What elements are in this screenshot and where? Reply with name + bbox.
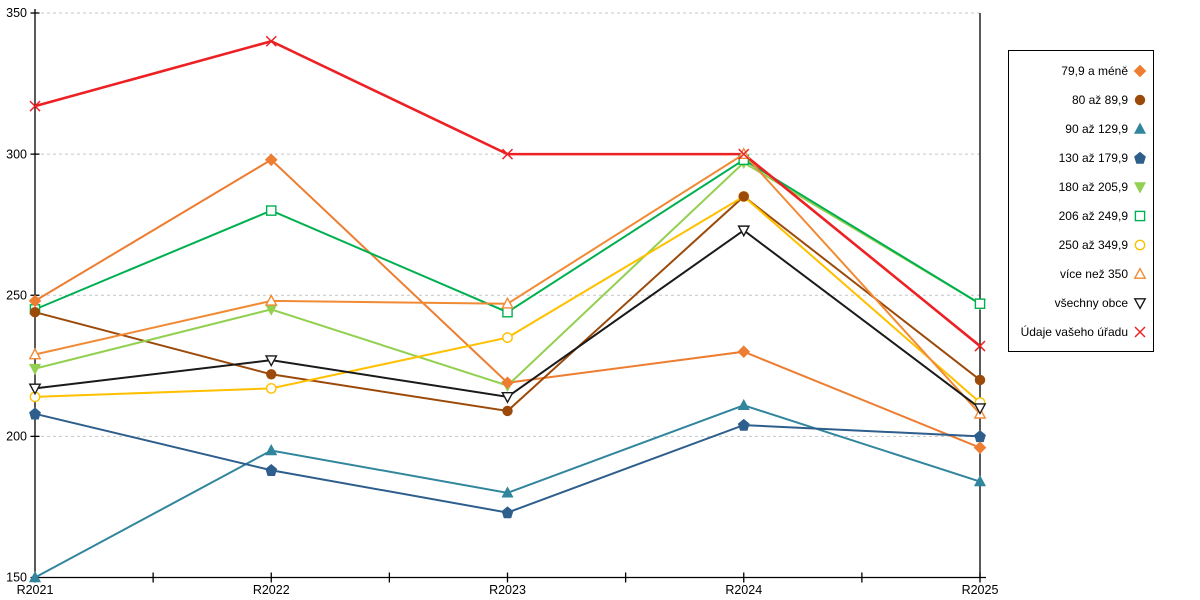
data-point-marker bbox=[974, 298, 986, 310]
pentagon-legend-marker-icon bbox=[1134, 151, 1146, 164]
legend-item-label: 250 až 349,9 bbox=[1058, 237, 1128, 252]
data-point-marker bbox=[28, 294, 42, 308]
data-point-marker bbox=[974, 430, 986, 443]
legend-item: 80 až 89,9 bbox=[1011, 85, 1147, 114]
circle-legend-marker-icon bbox=[1134, 239, 1146, 250]
triangle-down-legend-marker-icon bbox=[1133, 181, 1147, 193]
legend-item: 79,9 a méně bbox=[1011, 56, 1147, 85]
data-point-marker bbox=[28, 363, 42, 376]
data-point-marker bbox=[502, 405, 513, 417]
y-tick-labels: 150 200 250 300 350 bbox=[6, 6, 40, 585]
data-point-marker bbox=[29, 306, 41, 318]
legend-item: 206 až 249,9 bbox=[1011, 201, 1147, 230]
legend-item-label: 80 až 89,9 bbox=[1071, 92, 1128, 107]
circle-legend-marker-icon bbox=[1134, 94, 1146, 105]
y-tick-label: 300 bbox=[6, 147, 27, 161]
data-point-marker bbox=[737, 345, 751, 359]
data-point-marker bbox=[264, 153, 278, 167]
legend-item-label: 180 až 205,9 bbox=[1058, 179, 1128, 194]
y-gridlines bbox=[35, 12, 980, 437]
legend-item: všechny obce bbox=[1011, 288, 1147, 317]
data-point-marker bbox=[264, 355, 278, 368]
legend-item-label: 130 až 179,9 bbox=[1058, 150, 1128, 165]
data-point-marker bbox=[28, 383, 42, 396]
data-point-marker bbox=[266, 369, 277, 380]
x-tick-label: R2024 bbox=[725, 583, 762, 597]
legend-item-label: 90 až 129,9 bbox=[1065, 121, 1128, 136]
legend-item-label: Údaje vašeho úřadu bbox=[1020, 324, 1128, 339]
data-point-marker bbox=[1134, 210, 1146, 221]
data-point-marker bbox=[1133, 297, 1147, 310]
series-line bbox=[34, 152, 981, 415]
legend-item-label: 79,9 a méně bbox=[1061, 63, 1128, 78]
data-point-marker bbox=[1133, 181, 1147, 193]
data-point-marker bbox=[1133, 122, 1147, 134]
data-point-marker bbox=[973, 403, 987, 416]
data-point-marker bbox=[502, 332, 513, 343]
legend-item: 250 až 349,9 bbox=[1011, 230, 1147, 259]
data-point-marker bbox=[265, 205, 277, 216]
y-tick-label: 350 bbox=[6, 6, 27, 20]
y-tick-label: 200 bbox=[6, 430, 27, 444]
data-point-marker bbox=[738, 191, 749, 202]
triangle-down-legend-marker-icon bbox=[1133, 297, 1147, 310]
data-point-marker bbox=[264, 294, 278, 306]
data-point-marker bbox=[1133, 64, 1147, 77]
data-point-marker bbox=[265, 382, 277, 394]
x-tick-label: R2025 bbox=[962, 583, 999, 597]
data-point-marker bbox=[265, 444, 278, 456]
series-line bbox=[34, 158, 981, 314]
x-tick-label: R2021 bbox=[17, 583, 54, 597]
data-point-marker bbox=[737, 418, 750, 431]
data-point-marker bbox=[1134, 94, 1146, 105]
triangle-up-legend-marker-icon bbox=[1133, 266, 1147, 279]
data-point-marker bbox=[501, 391, 514, 404]
diamond-legend-marker-icon bbox=[1133, 64, 1147, 77]
x-tick-label: R2022 bbox=[253, 583, 290, 597]
triangle-up-legend-marker-icon bbox=[1133, 122, 1147, 134]
legend-item: 180 až 205,9 bbox=[1011, 172, 1147, 201]
data-point-marker bbox=[28, 347, 42, 360]
legend-item: 90 až 129,9 bbox=[1011, 114, 1147, 143]
data-point-marker bbox=[501, 506, 514, 519]
data-point-marker bbox=[737, 225, 751, 238]
series-line bbox=[34, 161, 981, 387]
data-point-marker bbox=[502, 306, 513, 318]
x-tick-labels: R2021 R2022 R2023 R2024 R2025 bbox=[17, 572, 999, 597]
data-point-marker bbox=[1134, 239, 1146, 250]
x-legend-marker-icon bbox=[1134, 325, 1146, 338]
legend: 79,9 a méně 80 až 89,9 90 až 129,9 130 až 1… bbox=[1008, 50, 1154, 352]
x-tick-label: R2023 bbox=[489, 583, 526, 597]
square-legend-marker-icon bbox=[1134, 210, 1146, 221]
data-point-marker bbox=[973, 475, 987, 487]
data-point-marker bbox=[29, 407, 41, 420]
legend-item-label: 206 až 249,9 bbox=[1058, 208, 1128, 223]
data-point-marker bbox=[265, 463, 278, 476]
y-tick-label: 250 bbox=[6, 288, 27, 302]
y-tick-label: 150 bbox=[6, 571, 27, 585]
series-line bbox=[34, 412, 981, 514]
data-point-marker bbox=[973, 441, 987, 454]
legend-item-label: více než 350 bbox=[1059, 266, 1128, 281]
data-point-marker bbox=[28, 571, 42, 583]
data-point-marker bbox=[501, 296, 514, 309]
legend-item-label: všechny obce bbox=[1054, 295, 1128, 310]
series-markers bbox=[28, 35, 987, 583]
legend-item: více než 350 bbox=[1011, 259, 1147, 288]
legend-item: Údaje vašeho úřadu bbox=[1011, 317, 1147, 346]
legend-item: 130 až 179,9 bbox=[1011, 143, 1147, 172]
data-point-marker bbox=[501, 376, 514, 390]
data-point-marker bbox=[974, 374, 986, 386]
data-point-marker bbox=[501, 486, 514, 498]
data-point-marker bbox=[737, 398, 750, 411]
data-point-marker bbox=[1134, 151, 1146, 164]
data-point-marker bbox=[1133, 266, 1147, 279]
